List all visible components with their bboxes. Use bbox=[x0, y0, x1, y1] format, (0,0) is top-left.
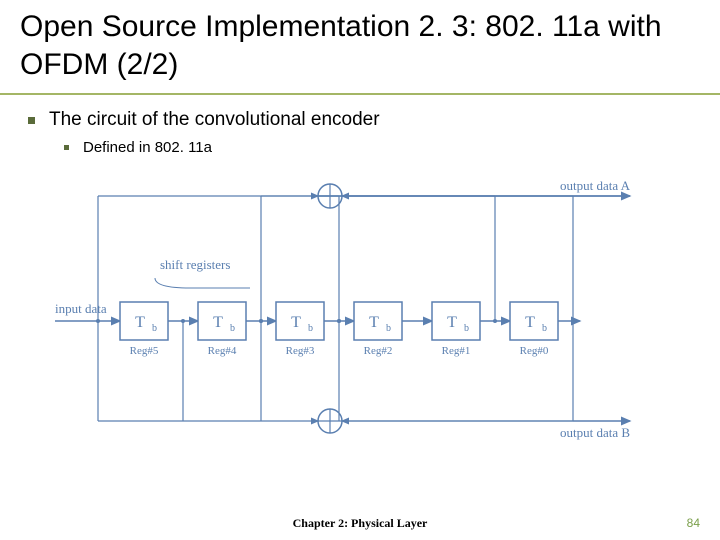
svg-text:output data A: output data A bbox=[560, 178, 631, 193]
svg-text:Reg#4: Reg#4 bbox=[208, 345, 237, 357]
svg-text:shift registers: shift registers bbox=[160, 257, 230, 272]
title-area: Open Source Implementation 2. 3: 802. 11… bbox=[0, 0, 720, 95]
svg-text:Reg#5: Reg#5 bbox=[130, 345, 159, 357]
svg-text:T: T bbox=[135, 314, 145, 331]
bullet-marker bbox=[28, 117, 35, 124]
svg-text:b: b bbox=[464, 323, 469, 334]
svg-text:b: b bbox=[308, 323, 313, 334]
svg-text:output data B: output data B bbox=[560, 425, 630, 440]
svg-text:Reg#0: Reg#0 bbox=[520, 345, 549, 357]
svg-text:Reg#3: Reg#3 bbox=[286, 345, 315, 357]
slide-title: Open Source Implementation 2. 3: 802. 11… bbox=[20, 8, 700, 83]
footer: Chapter 2: Physical Layer 84 bbox=[0, 516, 720, 530]
svg-text:input data: input data bbox=[55, 301, 107, 316]
sub-bullet-text: Defined in 802. 11a bbox=[83, 139, 212, 156]
sub-bullet-marker bbox=[64, 145, 69, 150]
svg-text:T: T bbox=[369, 314, 379, 331]
bullet-text: The circuit of the convolutional encoder bbox=[49, 109, 380, 131]
svg-text:Reg#1: Reg#1 bbox=[442, 345, 471, 357]
svg-text:T: T bbox=[525, 314, 535, 331]
svg-text:b: b bbox=[230, 323, 235, 334]
svg-text:b: b bbox=[542, 323, 547, 334]
diagram-svg: input data shift registers Tb Reg#5 Tb Reg#4 T… bbox=[50, 166, 670, 456]
svg-text:T: T bbox=[291, 314, 301, 331]
svg-text:Reg#2: Reg#2 bbox=[364, 345, 393, 357]
bullet-level1: The circuit of the convolutional encoder bbox=[28, 109, 692, 131]
svg-text:b: b bbox=[386, 323, 391, 334]
footer-chapter: Chapter 2: Physical Layer bbox=[293, 516, 428, 531]
footer-page-number: 84 bbox=[687, 516, 700, 530]
svg-text:b: b bbox=[152, 323, 157, 334]
content-area: The circuit of the convolutional encoder… bbox=[0, 95, 720, 456]
encoder-diagram: input data shift registers Tb Reg#5 Tb Reg#4 T… bbox=[50, 166, 670, 456]
svg-text:T: T bbox=[213, 314, 223, 331]
svg-text:T: T bbox=[447, 314, 457, 331]
bullet-level2: Defined in 802. 11a bbox=[64, 139, 692, 156]
